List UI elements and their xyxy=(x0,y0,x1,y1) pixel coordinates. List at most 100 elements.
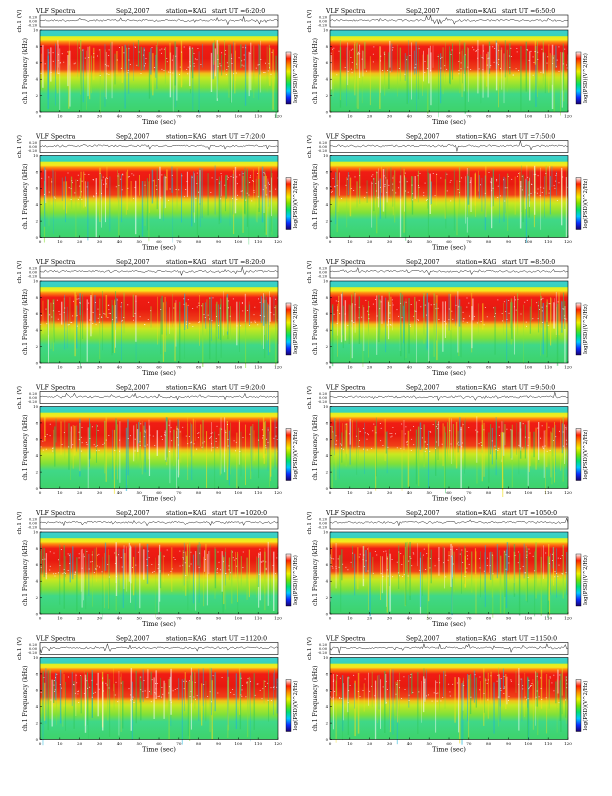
spectrogram-speckle xyxy=(204,314,205,315)
spectrogram-speckle xyxy=(246,683,247,684)
spectrogram-streak xyxy=(147,429,148,454)
spectrogram-speckle xyxy=(118,185,119,186)
spectrogram-speckle xyxy=(46,449,47,450)
spectrogram-speckle xyxy=(399,68,400,69)
spectrogram-streak xyxy=(149,52,150,99)
spectrogram-speckle xyxy=(371,686,372,687)
spectrogram-speckle xyxy=(217,572,218,573)
spectrogram-speckle xyxy=(387,447,388,448)
spectrogram-speckle xyxy=(75,572,76,573)
spectrogram-streak xyxy=(364,683,365,711)
spectrogram-streak xyxy=(444,426,445,488)
spectrogram-speckle xyxy=(157,683,158,684)
spectrogram-speckle xyxy=(262,688,263,689)
spectrogram-speckle xyxy=(373,62,374,63)
spectrogram-speckle xyxy=(217,426,218,427)
spectrogram-speckle xyxy=(549,563,550,564)
spectrogram-speckle xyxy=(448,319,449,320)
spectrogram-speckle xyxy=(168,200,169,201)
spectrogram-speckle xyxy=(97,426,98,427)
spectrogram-speckle xyxy=(487,565,488,566)
time-tick-label: 80 xyxy=(486,365,492,370)
spectrogram-speckle xyxy=(533,75,534,76)
spectrogram-streak xyxy=(221,181,222,223)
spectrogram-streak xyxy=(407,542,408,590)
colorbar-label: log(PSD)(V^2/Hz) xyxy=(582,555,589,605)
spectrogram-streak xyxy=(53,430,54,453)
spectrogram-speckle xyxy=(452,50,453,51)
spectrogram-speckle xyxy=(418,175,419,176)
spectrogram-streak xyxy=(402,430,403,491)
spectrogram-streak xyxy=(116,51,117,74)
colorbar xyxy=(286,52,291,104)
spectrogram-streak xyxy=(254,673,255,730)
spectrogram-speckle xyxy=(186,322,187,323)
waveform-frame xyxy=(330,517,568,529)
spectrogram-speckle xyxy=(407,181,408,182)
spectrogram-speckle xyxy=(75,574,76,575)
spectrogram-speckle xyxy=(448,560,449,561)
spectrogram-speckle xyxy=(481,445,482,446)
spectrogram-speckle xyxy=(559,71,560,72)
spectrogram-streak xyxy=(64,298,65,321)
spectrogram-streak xyxy=(256,557,257,598)
spectrogram-speckle xyxy=(331,192,332,193)
spectrogram-streak xyxy=(127,170,128,210)
spectrogram-streak xyxy=(498,44,499,107)
spectrogram-speckle xyxy=(71,180,72,181)
spectrogram-streak xyxy=(546,423,547,467)
spectrogram-streak xyxy=(461,551,462,594)
spectrogram-speckle xyxy=(539,696,540,697)
spectrogram-streak xyxy=(70,432,71,481)
spectrogram-speckle xyxy=(198,432,199,433)
spectrogram-speckle xyxy=(509,67,510,68)
frequency-tick-label: 4 xyxy=(36,704,39,709)
spectrogram-speckle xyxy=(220,65,221,66)
colorbar-label: log(PSD)(V^2/Hz) xyxy=(292,53,299,103)
spectrogram-streak xyxy=(112,430,113,480)
spectrogram-speckle xyxy=(250,681,251,682)
spectrogram-speckle xyxy=(353,675,354,676)
spectrogram-streak xyxy=(551,433,552,485)
spectrogram-speckle xyxy=(273,314,274,315)
spectrogram-speckle xyxy=(533,556,534,557)
spectrogram-speckle xyxy=(518,70,519,71)
time-tick-label: 10 xyxy=(57,490,63,495)
spectrogram-speckle xyxy=(542,298,543,299)
spectrogram-speckle xyxy=(490,65,491,66)
spectrogram-speckle xyxy=(341,198,342,199)
spectrogram-speckle xyxy=(477,323,478,324)
spectrogram-streak xyxy=(430,180,431,205)
spectrogram-speckle xyxy=(123,52,124,53)
spectrogram-streak xyxy=(422,556,423,596)
spectrogram-streak xyxy=(105,543,106,571)
spectrogram-speckle xyxy=(558,47,559,48)
spectrogram-speckle xyxy=(470,69,471,70)
spectrogram-streak xyxy=(445,432,446,493)
time-tick-label: 100 xyxy=(234,490,242,495)
spectrogram-speckle xyxy=(60,62,61,63)
spectrogram-speckle xyxy=(87,688,88,689)
spectrogram-speckle xyxy=(213,675,214,676)
spectrogram-speckle xyxy=(249,325,250,326)
time-tick-label: 10 xyxy=(347,616,353,621)
time-tick-label: 110 xyxy=(254,490,262,495)
spectrogram-speckle xyxy=(218,552,219,553)
frequency-tick-label: 8 xyxy=(36,44,39,49)
spectrogram-streak xyxy=(423,51,424,82)
spectrogram-speckle xyxy=(276,427,277,428)
panel-start-time: start UT =7:50:0 xyxy=(502,134,555,141)
spectrogram-speckle xyxy=(496,179,497,180)
spectrogram-speckle xyxy=(367,450,368,451)
spectrogram-speckle xyxy=(248,195,249,196)
spectrogram-streak xyxy=(354,554,355,596)
spectrogram-streak xyxy=(92,292,93,334)
spectrogram-streak xyxy=(125,45,126,109)
spectrogram-speckle xyxy=(50,551,51,552)
spectrogram-speckle xyxy=(91,680,92,681)
spectrogram-speckle xyxy=(429,451,430,452)
spectrogram-speckle xyxy=(93,180,94,181)
spectrogram-speckle xyxy=(160,50,161,51)
spectrogram-speckle xyxy=(423,555,424,556)
